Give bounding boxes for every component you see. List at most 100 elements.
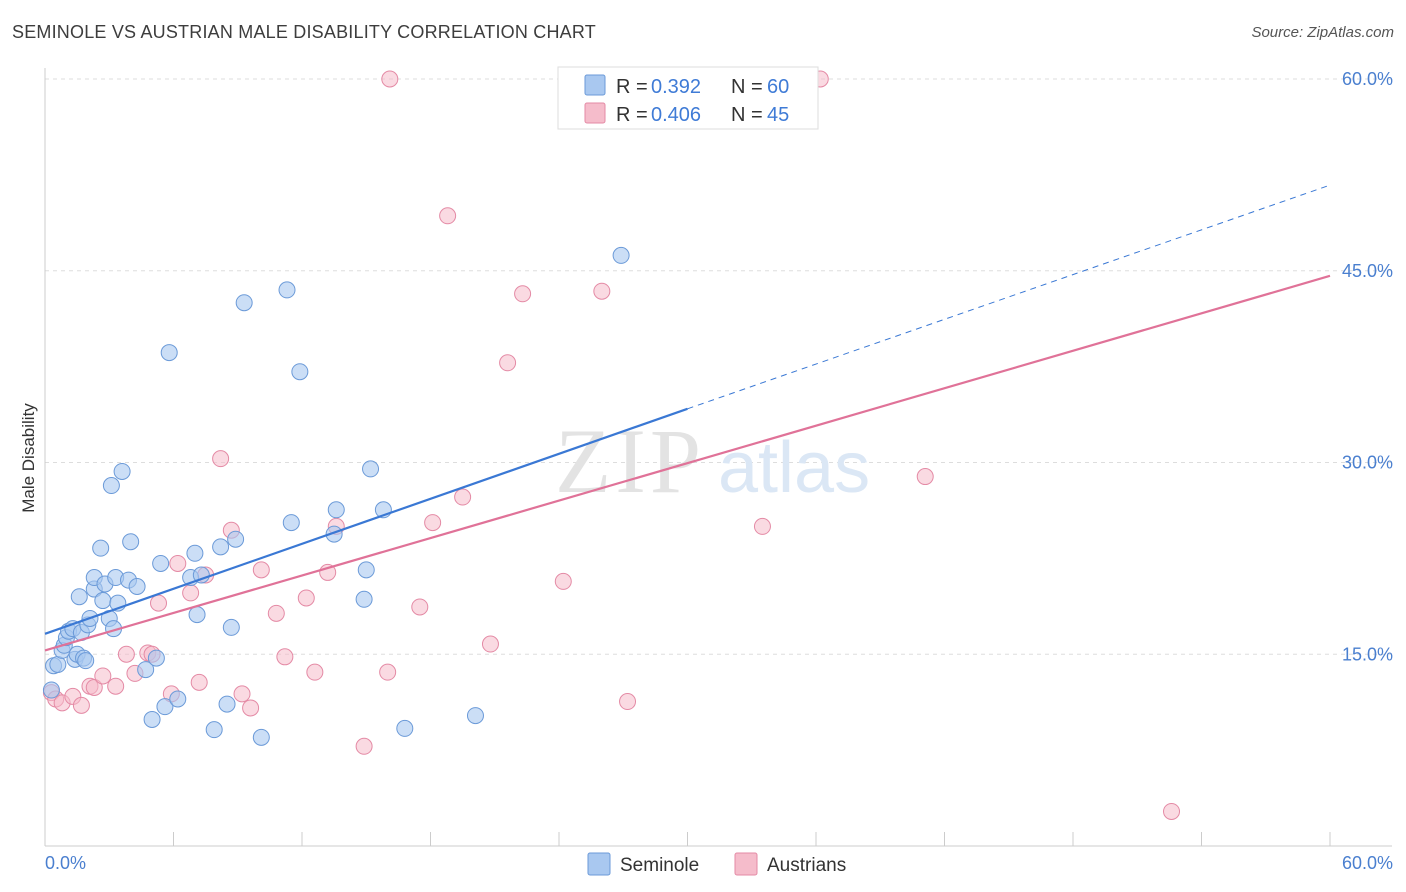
watermark-zip: ZIP [555, 410, 705, 512]
seminole-point [42, 681, 60, 699]
watermark: ZIP atlas [555, 410, 870, 512]
seminole-point [235, 294, 253, 312]
seminole-point [94, 592, 112, 610]
legend-bottom-seminole-swatch [587, 852, 611, 876]
seminole-point [169, 690, 187, 708]
legend-austrians-r-value: 0.406 [651, 104, 701, 126]
legend-top: R = 0.392 N = 60 R = 0.406 N = 45 [557, 66, 819, 130]
seminole-trend-line [44, 407, 688, 635]
axes [44, 68, 1392, 847]
seminole-point [156, 698, 174, 716]
seminole-point [222, 618, 240, 636]
seminole-point [355, 590, 373, 608]
seminole-point [122, 533, 140, 551]
y-tick-label: 45.0% [1342, 261, 1393, 281]
austrians-point [107, 677, 125, 695]
legend-bottom-austrians-label: Austrians [767, 855, 846, 876]
austrians-point [619, 693, 637, 711]
austrians-point [233, 685, 251, 703]
austrians-point [514, 285, 532, 303]
seminole-point [205, 721, 223, 739]
seminole-point [147, 649, 165, 667]
austrians-point [381, 70, 399, 88]
austrians-point [190, 673, 208, 691]
seminole-point [278, 281, 296, 299]
legend-austrians-swatch [584, 102, 606, 124]
seminole-point [188, 606, 206, 624]
austrians-point [481, 635, 499, 653]
austrians-point [753, 517, 771, 535]
seminole-trend-extension [687, 184, 1331, 410]
austrians-point [212, 450, 230, 468]
legend-austrians-n-value: 45 [767, 104, 789, 126]
austrians-point [916, 468, 934, 486]
austrians-point [117, 645, 135, 663]
austrians-point [85, 678, 103, 696]
trend-lines [44, 184, 1331, 652]
austrians-point [454, 488, 472, 506]
seminole-point [143, 710, 161, 728]
seminole-points [42, 246, 630, 746]
legend-austrians-n-label: N = [731, 104, 763, 126]
seminole-point [192, 566, 210, 584]
seminole-point [466, 707, 484, 725]
austrians-point [593, 282, 611, 300]
seminole-point [128, 577, 146, 595]
seminole-point [186, 544, 204, 562]
seminole-point [137, 661, 155, 679]
legend-seminole-n-label: N = [731, 76, 763, 98]
austrians-point [94, 667, 112, 685]
austrians-point [411, 598, 429, 616]
austrians-trend-line [44, 274, 1331, 652]
seminole-point [282, 514, 300, 532]
watermark-atlas: atlas [718, 428, 870, 508]
seminole-point [227, 530, 245, 548]
legend-bottom-seminole-label: Seminole [620, 855, 699, 876]
seminole-point [70, 588, 88, 606]
austrians-point [499, 354, 517, 372]
austrians-point [297, 589, 315, 607]
seminole-point [218, 695, 236, 713]
austrians-point [182, 584, 200, 602]
seminole-point [92, 539, 110, 557]
seminole-point [212, 538, 230, 556]
legend-seminole-r-label: R = [616, 76, 648, 98]
austrians-point [554, 572, 572, 590]
seminole-point [49, 655, 67, 673]
seminole-point [102, 477, 120, 495]
austrians-point [439, 207, 457, 225]
seminole-point [357, 561, 375, 579]
y-tick-label: 30.0% [1342, 453, 1393, 473]
seminole-point [113, 462, 131, 480]
legend-seminole-r-value: 0.392 [651, 76, 701, 98]
austrians-point [276, 648, 294, 666]
legend-bottom-austrians-swatch [734, 852, 758, 876]
y-axis-title: Male Disability [19, 403, 38, 513]
legend-austrians-r-label: R = [616, 104, 648, 126]
seminole-point [152, 554, 170, 572]
austrians-point [252, 561, 270, 579]
seminole-point [291, 363, 309, 381]
seminole-point [77, 652, 95, 670]
austrians-point [379, 663, 397, 681]
legend-seminole-swatch [584, 74, 606, 96]
seminole-point [612, 246, 630, 264]
austrians-point [169, 554, 187, 572]
source-credit: Source: ZipAtlas.com [1251, 24, 1394, 41]
austrians-point [424, 514, 442, 532]
seminole-point [327, 501, 345, 519]
seminole-point [252, 728, 270, 746]
y-tick-label: 60.0% [1342, 69, 1393, 89]
austrians-point [72, 696, 90, 714]
seminole-point [362, 460, 380, 478]
legend-bottom: Seminole Austrians [587, 852, 846, 876]
austrians-point [1163, 802, 1181, 820]
grid-lines [45, 78, 1392, 655]
austrians-point [355, 737, 373, 755]
austrians-point [242, 699, 260, 717]
seminole-point [396, 719, 414, 737]
austrians-point [306, 663, 324, 681]
y-tick-label: 15.0% [1342, 644, 1393, 664]
austrians-point [267, 604, 285, 622]
